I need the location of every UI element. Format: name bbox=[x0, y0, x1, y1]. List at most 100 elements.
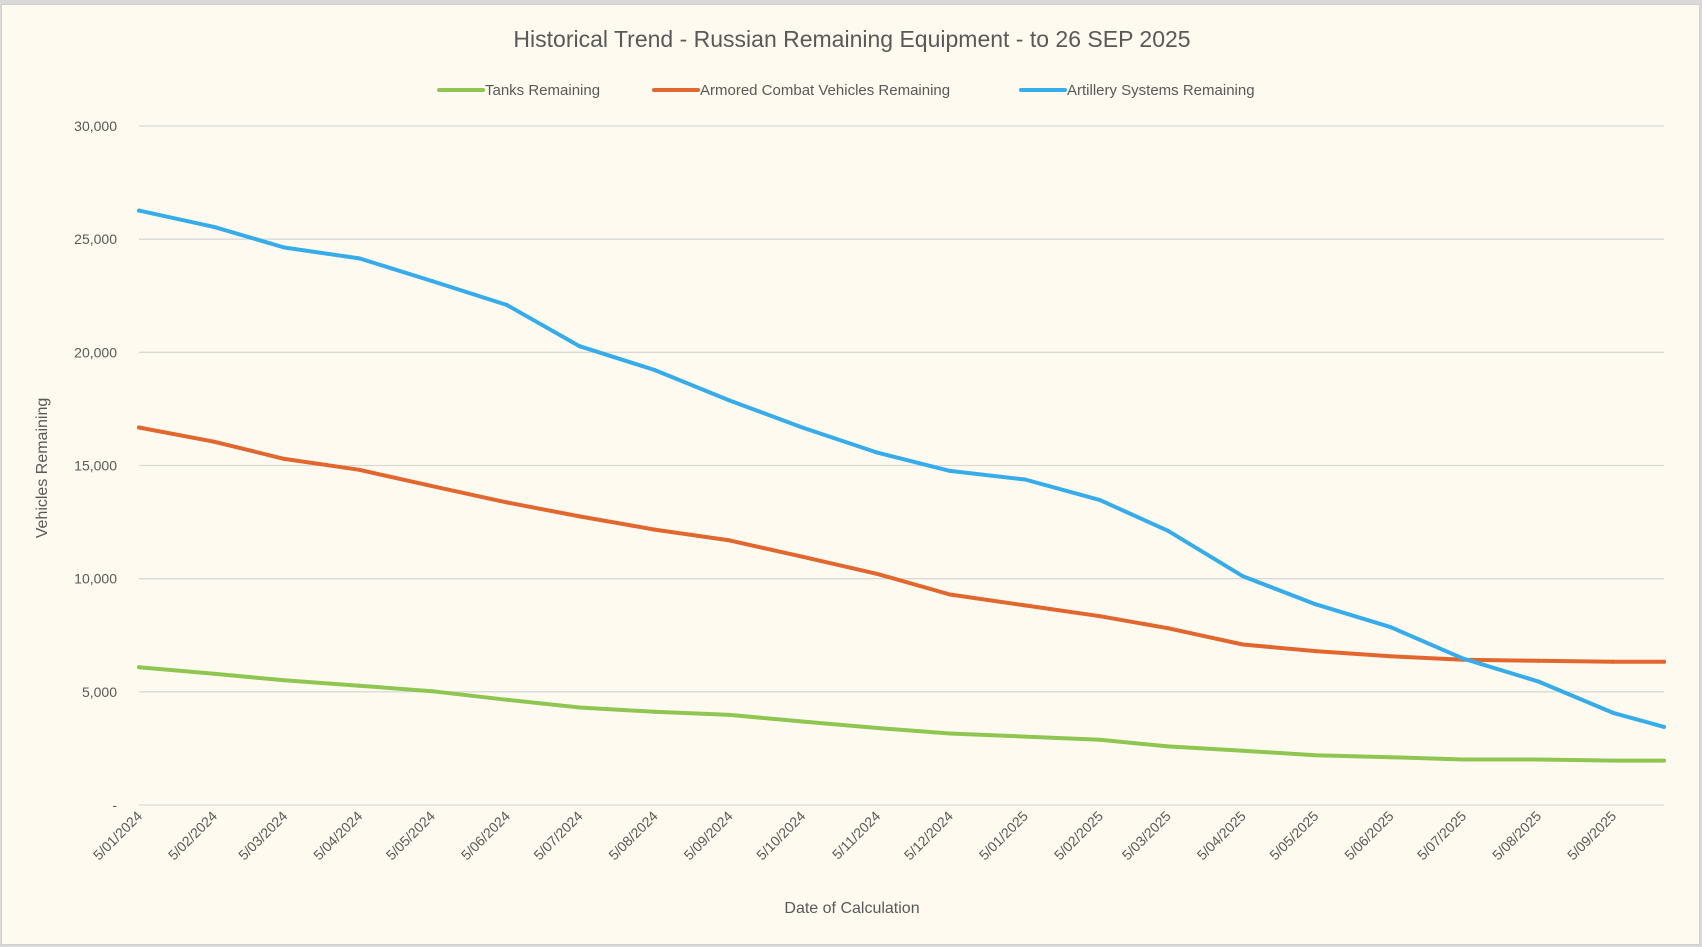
y-axis-title: Vehicles Remaining bbox=[34, 398, 51, 539]
legend-label: Artillery Systems Remaining bbox=[1067, 82, 1255, 99]
data-point bbox=[1662, 758, 1666, 763]
line-chart: Historical Trend - Russian Remaining Equ… bbox=[34, 26, 1666, 917]
data-point bbox=[652, 527, 657, 532]
chart-title: Historical Trend - Russian Remaining Equ… bbox=[513, 26, 1190, 52]
data-point bbox=[1313, 602, 1318, 607]
data-point bbox=[652, 709, 657, 714]
data-point bbox=[504, 303, 509, 308]
x-tick-label: 5/02/2024 bbox=[165, 808, 221, 864]
data-point bbox=[1388, 755, 1393, 760]
data-point bbox=[1388, 654, 1393, 659]
data-point bbox=[212, 671, 217, 676]
x-tick-label: 5/07/2024 bbox=[530, 808, 586, 864]
data-point bbox=[504, 697, 509, 702]
series-line-1 bbox=[137, 425, 1666, 664]
data-point bbox=[947, 468, 952, 473]
data-point bbox=[800, 554, 805, 559]
data-point bbox=[282, 456, 287, 461]
data-point bbox=[1461, 656, 1466, 661]
data-point bbox=[1536, 757, 1541, 762]
data-point bbox=[1461, 757, 1466, 762]
data-point bbox=[282, 245, 287, 250]
gridlines bbox=[139, 125, 1664, 806]
data-point bbox=[357, 683, 362, 688]
data-point bbox=[1240, 574, 1245, 579]
data-point bbox=[727, 538, 732, 543]
legend-item: Tanks Remaining bbox=[437, 82, 600, 99]
data-point bbox=[1536, 679, 1541, 684]
y-tick-label: 10,000 bbox=[74, 571, 117, 587]
y-tick-label: - bbox=[112, 797, 117, 813]
x-tick-label: 5/01/2025 bbox=[976, 808, 1032, 864]
data-point bbox=[429, 279, 434, 284]
x-tick-label: 5/08/2025 bbox=[1489, 808, 1545, 864]
data-point bbox=[875, 571, 880, 576]
data-point bbox=[800, 719, 805, 724]
y-tick-label: 20,000 bbox=[74, 344, 117, 360]
x-tick-label: 5/04/2025 bbox=[1194, 808, 1250, 864]
legend-item: Armored Combat Vehicles Remaining bbox=[652, 82, 950, 99]
x-tick-label: 5/07/2025 bbox=[1414, 808, 1470, 864]
x-tick-label: 5/11/2024 bbox=[829, 808, 884, 863]
data-point bbox=[1165, 744, 1170, 749]
data-point bbox=[357, 467, 362, 472]
data-point bbox=[137, 425, 141, 430]
series-line-2 bbox=[137, 208, 1666, 729]
data-point bbox=[1022, 603, 1027, 608]
data-point bbox=[1313, 649, 1318, 654]
x-tick-label: 5/10/2024 bbox=[753, 808, 809, 864]
data-point bbox=[577, 705, 582, 710]
data-point bbox=[137, 665, 141, 670]
y-axis-ticks: - 5,000 10,000 15,000 20,000 25,000 30,000 bbox=[74, 118, 117, 813]
data-point bbox=[282, 678, 287, 683]
data-point bbox=[947, 731, 952, 736]
data-point bbox=[577, 514, 582, 519]
data-point bbox=[357, 256, 362, 261]
data-point bbox=[212, 224, 217, 229]
x-tick-label: 5/12/2024 bbox=[901, 808, 957, 864]
data-point bbox=[1388, 625, 1393, 630]
x-tick-label: 5/09/2024 bbox=[680, 808, 736, 864]
legend-label: Armored Combat Vehicles Remaining bbox=[700, 82, 950, 99]
data-point bbox=[1097, 737, 1102, 742]
data-point bbox=[1240, 748, 1245, 753]
data-point bbox=[1611, 710, 1616, 715]
data-point bbox=[875, 450, 880, 455]
series-lines bbox=[137, 208, 1666, 763]
x-axis-ticks: 5/01/2024 5/02/2024 5/03/2024 5/04/2024 5/05… bbox=[90, 808, 1620, 864]
x-tick-label: 5/06/2025 bbox=[1341, 808, 1397, 864]
data-point bbox=[577, 344, 582, 349]
data-point bbox=[429, 689, 434, 694]
data-point bbox=[1022, 477, 1027, 482]
data-point bbox=[1611, 758, 1616, 763]
x-tick-label: 5/03/2024 bbox=[235, 808, 291, 864]
legend: Tanks Remaining Armored Combat Vehicles R… bbox=[437, 82, 1255, 99]
data-point bbox=[1611, 659, 1616, 664]
data-point bbox=[137, 208, 141, 213]
data-point bbox=[1097, 614, 1102, 619]
legend-label: Tanks Remaining bbox=[485, 82, 600, 99]
x-tick-label: 5/06/2024 bbox=[458, 808, 514, 864]
data-point bbox=[429, 484, 434, 489]
data-point bbox=[652, 367, 657, 372]
data-point bbox=[1662, 724, 1666, 729]
x-tick-label: 5/09/2025 bbox=[1564, 808, 1620, 864]
data-point bbox=[727, 398, 732, 403]
data-point bbox=[875, 726, 880, 731]
data-point bbox=[727, 712, 732, 717]
x-tick-label: 5/04/2024 bbox=[310, 808, 366, 864]
x-tick-label: 5/05/2024 bbox=[383, 808, 439, 864]
series-line-0 bbox=[137, 665, 1666, 763]
x-axis-title: Date of Calculation bbox=[784, 900, 919, 917]
legend-item: Artillery Systems Remaining bbox=[1019, 82, 1255, 99]
data-point bbox=[1662, 659, 1666, 664]
y-tick-label: 30,000 bbox=[74, 118, 117, 134]
y-tick-label: 25,000 bbox=[74, 231, 117, 247]
data-point bbox=[1022, 734, 1027, 739]
x-tick-label: 5/05/2025 bbox=[1266, 808, 1322, 864]
data-point bbox=[1536, 658, 1541, 663]
x-tick-label: 5/01/2024 bbox=[90, 808, 146, 864]
data-point bbox=[1097, 498, 1102, 503]
data-point bbox=[1240, 642, 1245, 647]
y-tick-label: 5,000 bbox=[82, 684, 117, 700]
